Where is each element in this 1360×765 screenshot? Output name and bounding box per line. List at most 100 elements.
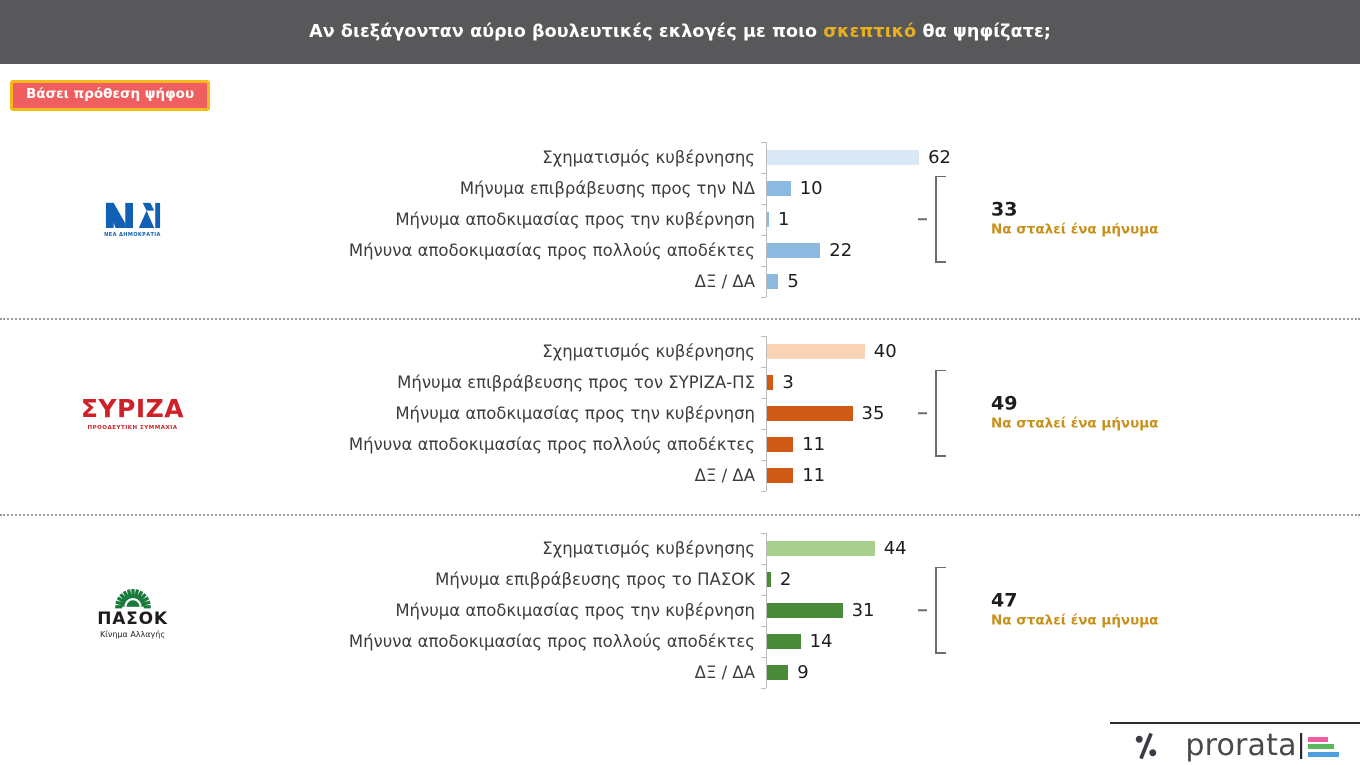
bar-chart-nd: Σχηματισμός κυβέρνησης 62 Μήνυμα επιβράβευ… <box>265 128 1360 310</box>
bar-row-label: Μήνυμα επιβράβευσης προς το ΠΑΣΟΚ <box>435 569 755 589</box>
percent-icon <box>1136 732 1157 759</box>
bar-fill <box>766 664 789 680</box>
party-logo-syriza: ΣΥΡΙΖΑ ΠΡΟΟΔΕΥΤΙΚΗ ΣΥΜΜΑΧΙΑ <box>0 324 265 502</box>
section-divider <box>0 318 1360 320</box>
bar-row: ΔΞ / ΔΑ 11 <box>265 460 1360 491</box>
axis-tick <box>761 203 766 205</box>
bar-row-label: ΔΞ / ΔΑ <box>694 271 755 291</box>
bar-value-label: 2 <box>779 568 792 590</box>
bar-fill <box>766 242 821 258</box>
axis-tick <box>761 563 766 565</box>
bar-track: 3 <box>766 367 1360 398</box>
pasok-sun-icon <box>114 588 151 608</box>
bar-row: Σχηματισμός κυβέρνησης 44 <box>265 533 1360 564</box>
bar-fill <box>766 571 771 587</box>
nd-logo: ΝΕΑ ΔΗΜΟΚΡΑΤΙΑ <box>104 200 162 238</box>
pasok-wordmark: ΠΑΣΟΚ <box>97 608 168 629</box>
bar-row-label: Σχηματισμός κυβέρνησης <box>542 147 755 167</box>
bar-row-label: Σχηματισμός κυβέρνησης <box>542 538 755 558</box>
axis-tick <box>761 141 766 143</box>
axis-tick <box>761 656 766 658</box>
bar-track: 10 <box>766 173 1360 204</box>
bar-track: 9 <box>766 657 1360 688</box>
chart-axis <box>766 532 767 688</box>
bar-value-label: 22 <box>829 239 853 261</box>
logo-box: ΠΑΣΟΚ Κίνημα Αλλαγής <box>78 571 188 649</box>
bar-row: ΔΞ / ΔΑ 5 <box>265 266 1360 297</box>
bracket-arm-top <box>935 175 946 177</box>
bar-row-label: Μήνυμα αποδκιμασίας προς την κυβέρνηση <box>395 209 755 229</box>
bar-fill <box>766 467 794 483</box>
footer-brand: prorata <box>1110 726 1360 765</box>
prorata-wordmark: prorata <box>1185 727 1297 763</box>
bar-value-label: 31 <box>851 599 875 621</box>
bar-row-label: ΔΞ / ΔΑ <box>694 465 755 485</box>
bar-chart-syriza: Σχηματισμός κυβέρνησης 40 Μήνυμα επιβράβευ… <box>265 324 1360 502</box>
bar-value-label: 11 <box>802 464 826 486</box>
summary-value: 33 <box>991 198 1018 221</box>
party-section-nd: ΝΕΑ ΔΗΜΟΚΡΑΤΙΑ Σχηματισμός κυβέρνησης 62 Μ… <box>0 128 1360 310</box>
bar-value-label: 9 <box>797 661 809 683</box>
axis-tick <box>761 428 766 430</box>
bar-row: Μήνυμα επιβράβευσης προς το ΠΑΣΟΚ 2 <box>265 564 1360 595</box>
nd-logo-subtitle: ΝΕΑ ΔΗΜΟΚΡΑΤΙΑ <box>104 232 161 238</box>
bar-row-label: Μήνυνα αποδοκιμασίας προς πολλούς αποδέκ… <box>348 631 755 651</box>
chart-axis <box>766 141 767 297</box>
bracket-arm-top <box>935 369 946 371</box>
bar-track: 14 <box>766 626 1360 657</box>
bar-row: Μήνυνα αποδοκιμασίας προς πολλούς αποδέκ… <box>265 626 1360 657</box>
bar-track: 2 <box>766 564 1360 595</box>
bar-rows: Σχηματισμός κυβέρνησης 44 Μήνυμα επιβράβευ… <box>265 522 1360 698</box>
axis-tick <box>761 490 766 492</box>
bar-row-label: Μήνυνα αποδοκιμασίας προς πολλούς αποδέκ… <box>348 240 755 260</box>
summary-value: 49 <box>991 392 1018 415</box>
bar-track: 44 <box>766 533 1360 564</box>
bar-row-label: ΔΞ / ΔΑ <box>694 662 755 682</box>
axis-tick <box>761 296 766 298</box>
axis-tick <box>761 532 766 534</box>
bar-track: 62 <box>766 142 1360 173</box>
bar-row: Σχηματισμός κυβέρνησης 62 <box>265 142 1360 173</box>
summary-block: 49 Να σταλεί ένα μήνυμα <box>991 393 1158 432</box>
bar-rows: Σχηματισμός κυβέρνησης 62 Μήνυμα επιβράβευ… <box>265 128 1360 310</box>
header-bar: Αν διεξάγονταν αύριο βουλευτικές εκλογές… <box>0 0 1360 64</box>
bar-fill <box>766 343 865 359</box>
logo-box: ΣΥΡΙΖΑ ΠΡΟΟΔΕΥΤΙΚΗ ΣΥΜΜΑΧΙΑ <box>78 374 188 452</box>
party-logo-nd: ΝΕΑ ΔΗΜΟΚΡΑΤΙΑ <box>0 128 265 310</box>
bar-track: 31 <box>766 595 1360 626</box>
bracket-stem <box>918 218 927 220</box>
prorata-logo: prorata <box>1185 727 1339 763</box>
summary-block: 33 Να σταλεί ένα μήνυμα <box>991 199 1158 238</box>
summary-block: 47 Να σταλεί ένα μήνυμα <box>991 590 1158 629</box>
axis-tick <box>761 625 766 627</box>
page-title: Αν διεξάγονταν αύριο βουλευτικές εκλογές… <box>309 22 1051 42</box>
bar-chart-pasok: Σχηματισμός κυβέρνησης 44 Μήνυμα επιβράβευ… <box>265 522 1360 698</box>
bar-rows: Σχηματισμός κυβέρνησης 40 Μήνυμα επιβράβευ… <box>265 324 1360 502</box>
bar-value-label: 3 <box>782 371 794 393</box>
syriza-logo-subtitle: ΠΡΟΟΔΕΥΤΙΚΗ ΣΥΜΜΑΧΙΑ <box>87 424 178 431</box>
party-section-pasok: ΠΑΣΟΚ Κίνημα Αλλαγής Σχηματισμός κυβέρνη… <box>0 522 1360 698</box>
bar-fill <box>766 436 794 452</box>
syriza-wordmark: ΣΥΡΙΖΑ <box>80 393 185 423</box>
bracket-spine <box>935 175 937 263</box>
title-text-before: Αν διεξάγονταν αύριο βουλευτικές εκλογές… <box>309 22 824 42</box>
bracket-arm-bottom <box>935 261 946 263</box>
filter-badge[interactable]: Βάσει πρόθεση ψήφου <box>10 80 211 111</box>
bar-row: Μήνυμα αποδκιμασίας προς την κυβέρνηση 35 <box>265 398 1360 429</box>
bar-row: Μήνυμα αποδκιμασίας προς την κυβέρνηση 31 <box>265 595 1360 626</box>
bar-track: 1 <box>766 204 1360 235</box>
bar-fill <box>766 149 920 165</box>
bracket-spine <box>935 566 937 654</box>
bar-fill <box>766 633 801 649</box>
axis-tick <box>761 366 766 368</box>
bar-fill <box>766 405 853 421</box>
bar-row-label: Μήνυμα επιβράβευσης προς την ΝΔ <box>459 178 755 198</box>
prorata-bars-icon <box>1307 736 1339 757</box>
summary-label: Να σταλεί ένα μήνυμα <box>991 612 1159 629</box>
bar-fill <box>766 180 791 196</box>
bar-value-label: 14 <box>809 630 833 652</box>
bar-value-label: 62 <box>928 146 951 168</box>
summary-label: Να σταλεί ένα μήνυμα <box>991 415 1159 432</box>
chart-axis <box>766 335 767 491</box>
axis-tick <box>761 397 766 399</box>
